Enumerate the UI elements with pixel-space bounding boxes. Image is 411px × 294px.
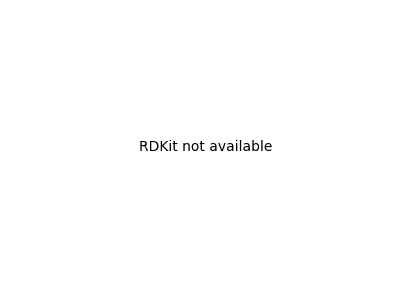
Text: RDKit not available: RDKit not available xyxy=(139,140,272,154)
